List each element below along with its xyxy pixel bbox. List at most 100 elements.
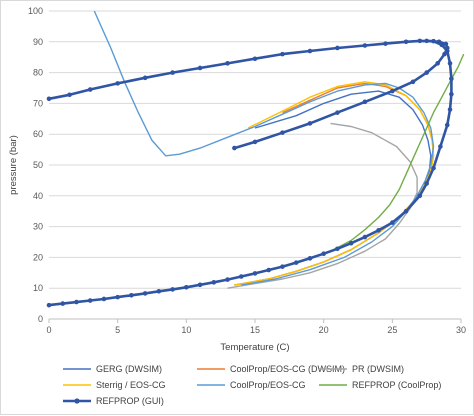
data-point [403, 39, 409, 45]
data-point [447, 107, 453, 112]
data-point [307, 48, 313, 54]
series-line-4 [93, 10, 435, 286]
data-point [293, 260, 299, 265]
legend-label: PR (DWSIM) [352, 364, 404, 374]
data-point [170, 287, 175, 292]
x-tick-label: 10 [181, 325, 191, 335]
data-point [115, 294, 120, 300]
data-point [335, 110, 340, 115]
data-point [403, 208, 409, 214]
x-tick-label: 5 [115, 325, 120, 335]
y-tick-label: 100 [28, 6, 43, 16]
data-point [211, 280, 217, 285]
data-point [424, 70, 429, 75]
y-tick-label: 80 [33, 68, 43, 78]
x-tick-label: 0 [46, 325, 51, 335]
data-point [362, 234, 368, 240]
data-point [280, 130, 285, 135]
data-point [362, 43, 368, 48]
legend-marker [74, 398, 80, 404]
y-tick-label: 10 [33, 283, 43, 293]
data-point [197, 282, 203, 288]
data-point [410, 79, 416, 85]
data-point [383, 41, 388, 46]
data-point [376, 227, 381, 233]
y-axis-title: pressure (bar) [8, 135, 19, 195]
data-point [307, 121, 313, 126]
data-point [424, 38, 429, 44]
data-point [390, 88, 395, 94]
data-point [266, 267, 272, 273]
y-tick-label: 70 [33, 98, 43, 108]
y-tick-label: 0 [38, 314, 43, 324]
data-point [115, 81, 120, 86]
legend-item: REFPROP (CoolProp) [319, 380, 441, 390]
data-point [60, 301, 66, 306]
legend-label: CoolProp/EOS-CG [230, 380, 306, 390]
data-point [442, 51, 447, 57]
legend-label: REFPROP (CoolProp) [352, 380, 441, 390]
legend-item: PR (DWSIM) [319, 364, 404, 374]
data-point [348, 240, 354, 246]
series-line-6 [48, 39, 453, 307]
data-point [197, 65, 203, 71]
data-point [390, 220, 395, 225]
legend-item: CoolProp/EOS-CG (DWSIM) [197, 364, 345, 374]
legend: GERG (DWSIM) CoolProp/EOS-CG (DWSIM) PR (D… [63, 364, 441, 406]
x-tick-label: 15 [250, 325, 260, 335]
data-point [156, 288, 162, 294]
data-point [252, 139, 258, 145]
data-point [142, 291, 148, 296]
series-line-2 [227, 122, 418, 289]
data-point [238, 274, 244, 279]
data-point [438, 144, 443, 149]
data-point [67, 92, 72, 98]
data-point [232, 145, 237, 151]
legend-label: CoolProp/EOS-CG (DWSIM) [230, 364, 345, 374]
legend-label: Sterrig / EOS-CG [96, 380, 166, 390]
x-tick-label: 20 [319, 325, 329, 335]
data-point [435, 61, 440, 66]
y-tick-label: 40 [33, 191, 43, 201]
data-point [74, 299, 79, 305]
axes [48, 318, 462, 323]
gridlines [49, 10, 461, 289]
data-point [280, 264, 285, 269]
legend-label: REFPROP (GUI) [96, 396, 164, 406]
data-point [444, 45, 450, 51]
data-point [417, 38, 423, 44]
data-point [335, 45, 340, 51]
data-point [431, 165, 436, 171]
data-point [170, 70, 175, 75]
data-point [252, 56, 258, 62]
data-point [252, 271, 258, 276]
legend-item: CoolProp/EOS-CG [197, 380, 306, 390]
legend-item: Sterrig / EOS-CG [63, 380, 166, 390]
data-point [101, 296, 107, 302]
x-tick-label: 30 [456, 325, 466, 335]
y-tick-label: 60 [33, 129, 43, 139]
data-point [225, 61, 230, 66]
x-axis-title: Temperature (C) [220, 342, 289, 353]
data-point [142, 75, 148, 81]
data-point [449, 91, 454, 97]
data-point [321, 251, 326, 257]
data-point [335, 246, 340, 252]
y-tick-label: 50 [33, 160, 43, 170]
data-point [362, 99, 368, 105]
data-point [447, 61, 453, 66]
series-line-3 [234, 81, 435, 286]
y-tick-label: 90 [33, 37, 43, 47]
data-point [443, 41, 449, 47]
legend-item: GERG (DWSIM) [63, 364, 162, 374]
data-point [184, 284, 189, 290]
y-tick-label: 20 [33, 252, 43, 262]
x-tick-label: 25 [387, 325, 397, 335]
data-point [444, 122, 450, 128]
data-point [87, 298, 93, 303]
series-plot-area [46, 10, 465, 308]
data-point [307, 256, 313, 261]
data-point [417, 193, 423, 199]
